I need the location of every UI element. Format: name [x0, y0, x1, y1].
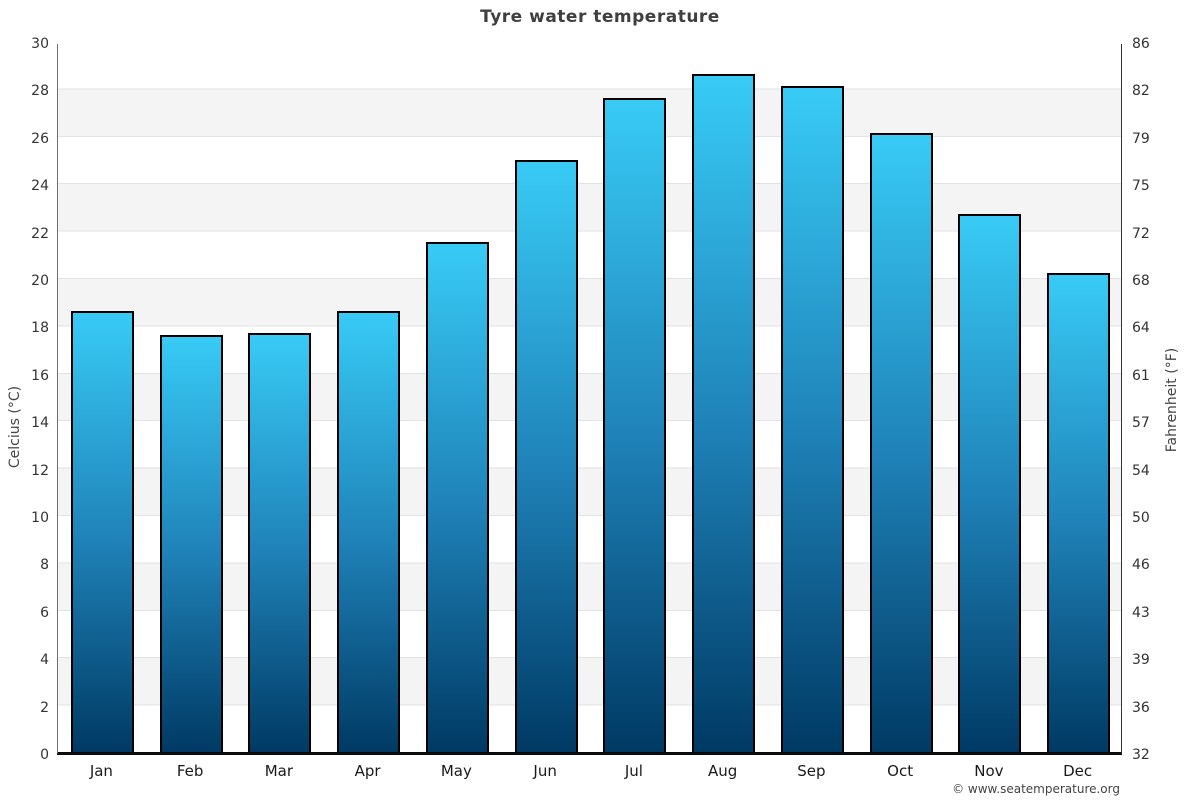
y-axis-label-fahrenheit: Fahrenheit (°F)	[1164, 347, 1180, 453]
y-tick-celsius-4: 4	[40, 652, 49, 669]
x-tick-nov: Nov	[974, 762, 1004, 780]
bar-dec	[1047, 273, 1111, 752]
y-tick-fahrenheit-50: 50	[1132, 510, 1150, 526]
y-tick-celsius-20: 20	[31, 273, 49, 289]
x-tick-jun: Jun	[533, 762, 557, 780]
y-tick-fahrenheit-54: 54	[1132, 462, 1150, 479]
x-tick-may: May	[440, 762, 472, 780]
y-tick-celsius-26: 26	[31, 130, 49, 147]
y-tick-fahrenheit-36: 36	[1132, 699, 1150, 716]
x-tick-jul: Jul	[624, 762, 643, 780]
y-tick-celsius-30: 30	[31, 36, 49, 52]
y-tick-fahrenheit-32: 32	[1132, 747, 1150, 763]
bar-nov	[958, 214, 1022, 752]
copyright-watermark: © www.seatemperature.org	[952, 782, 1120, 796]
y-tick-fahrenheit-61: 61	[1132, 367, 1150, 384]
y-tick-celsius-12: 12	[31, 462, 49, 479]
x-tick-mar: Mar	[264, 762, 294, 780]
y-tick-fahrenheit-79: 79	[1132, 130, 1150, 147]
x-tick-feb: Feb	[176, 762, 204, 780]
y-tick-celsius-16: 16	[31, 367, 49, 384]
y-tick-celsius-2: 2	[40, 699, 49, 716]
y-tick-fahrenheit-68: 68	[1132, 273, 1150, 289]
y-tick-celsius-10: 10	[31, 510, 49, 526]
y-tick-fahrenheit-39: 39	[1132, 652, 1150, 669]
bar-sep	[780, 86, 844, 752]
x-tick-jan: Jan	[89, 762, 113, 780]
bar-aug	[692, 74, 756, 752]
y-tick-celsius-18: 18	[31, 320, 49, 337]
x-tick-aug: Aug	[707, 762, 738, 780]
bar-jul	[603, 97, 667, 752]
x-tick-oct: Oct	[887, 762, 914, 780]
plot-area	[57, 44, 1122, 755]
x-tick-dec: Dec	[1063, 762, 1093, 780]
y-tick-celsius-22: 22	[31, 225, 49, 242]
bar-jan	[70, 311, 134, 752]
y-tick-fahrenheit-82: 82	[1132, 83, 1150, 100]
y-tick-fahrenheit-46: 46	[1132, 557, 1150, 574]
y-tick-celsius-28: 28	[31, 83, 49, 100]
x-tick-apr: Apr	[354, 762, 381, 780]
y-tick-celsius-0: 0	[40, 747, 49, 763]
bar-jun	[514, 159, 578, 752]
y-tick-celsius-24: 24	[31, 178, 49, 195]
y-tick-fahrenheit-43: 43	[1132, 604, 1150, 621]
y-tick-fahrenheit-64: 64	[1132, 320, 1150, 337]
chart-title: Tyre water temperature	[480, 7, 720, 27]
bar-may	[425, 242, 489, 752]
bar-mar	[248, 332, 312, 752]
y-tick-celsius-6: 6	[40, 604, 49, 621]
y-tick-celsius-14: 14	[31, 415, 49, 432]
bar-apr	[337, 311, 401, 752]
bar-oct	[869, 133, 933, 752]
y-tick-fahrenheit-72: 72	[1132, 225, 1150, 242]
y-tick-fahrenheit-57: 57	[1132, 415, 1150, 432]
bar-feb	[159, 334, 223, 752]
y-tick-fahrenheit-75: 75	[1132, 178, 1150, 195]
x-tick-sep: Sep	[797, 762, 826, 780]
y-tick-celsius-8: 8	[40, 557, 49, 574]
y-tick-fahrenheit-86: 86	[1132, 36, 1150, 52]
